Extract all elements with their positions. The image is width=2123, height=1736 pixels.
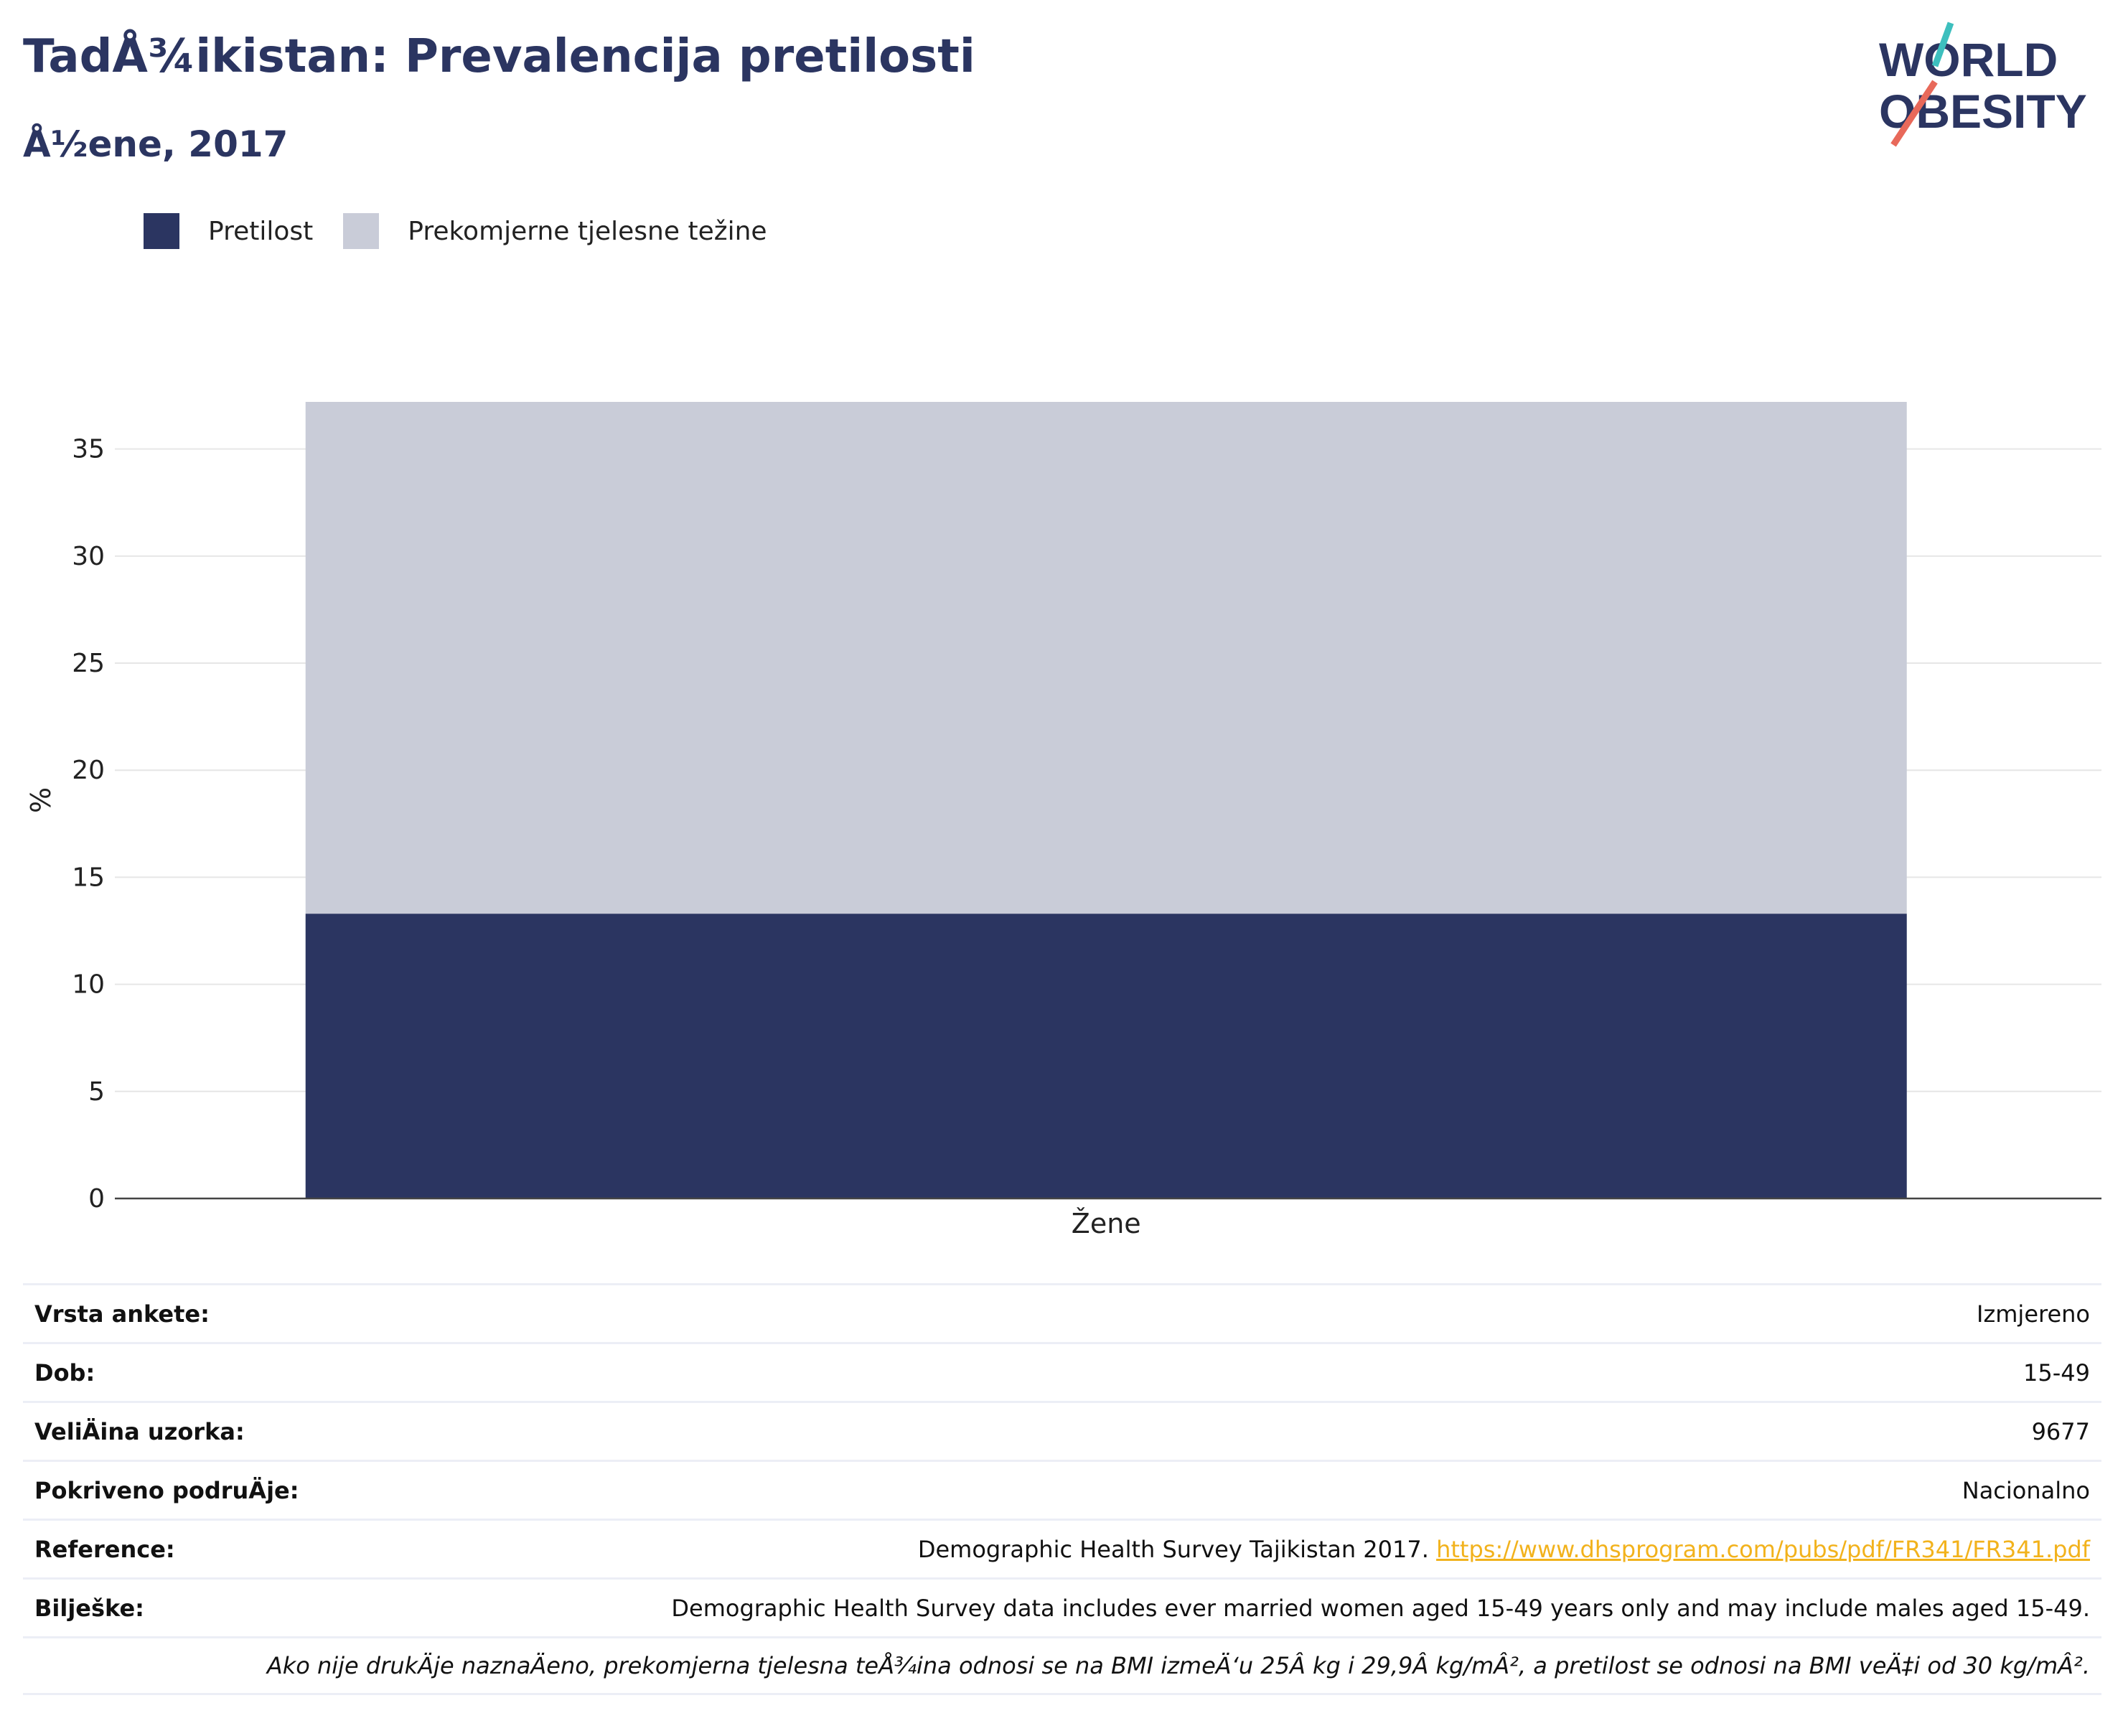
info-value: 9677 xyxy=(2032,1418,2090,1445)
legend-item-obesity[interactable]: Pretilost xyxy=(144,213,313,249)
info-label: Bilješke: xyxy=(34,1595,144,1622)
info-row: Dob: 15-49 xyxy=(23,1342,2101,1401)
legend-swatch-obesity xyxy=(144,213,179,249)
info-note-row: Ako nije drukÄ je naznaÄ eno, prekomjern… xyxy=(23,1636,2101,1695)
y-tick-label: 30 xyxy=(72,542,105,571)
info-value: Nacionalno xyxy=(1962,1477,2090,1504)
y-tick-label: 0 xyxy=(88,1184,105,1214)
logo-line1: WORLD xyxy=(1879,33,2058,86)
info-value: Demographic Health Survey data includes … xyxy=(671,1595,2090,1622)
info-value: Izmjereno xyxy=(1977,1300,2090,1328)
x-tick-label: Žene xyxy=(1072,1208,1141,1239)
info-label: VeliÄ ina uzorka: xyxy=(34,1418,245,1445)
info-row: VeliÄ ina uzorka: 9677 xyxy=(23,1401,2101,1460)
reference-text: Demographic Health Survey Tajikistan 201… xyxy=(918,1536,1429,1563)
legend-swatch-overweight xyxy=(343,213,379,249)
info-value: 15-49 xyxy=(2023,1359,2090,1387)
y-tick-label: 5 xyxy=(88,1077,105,1107)
y-tick-label: 35 xyxy=(72,435,105,464)
logo-line2: OBESITY xyxy=(1879,85,2087,138)
world-obesity-logo: WORLD OBESITY xyxy=(1866,22,2110,151)
info-row: Vrsta ankete: Izmjereno xyxy=(23,1283,2101,1342)
reference-link[interactable]: https://www.dhsprogram.com/pubs/pdf/FR34… xyxy=(1436,1536,2090,1563)
bar-chart: 0 5 10 15 20 25 30 35 Žene% xyxy=(0,344,2123,1249)
info-label: Dob: xyxy=(34,1359,95,1387)
y-tick-label: 25 xyxy=(72,649,105,678)
legend: Pretilost Prekomjerne tjelesne težine xyxy=(144,212,797,250)
legend-item-overweight[interactable]: Prekomjerne tjelesne težine xyxy=(343,213,767,249)
info-row: Pokriveno podruÄ je: Nacionalno xyxy=(23,1460,2101,1519)
info-value-reference: Demographic Health Survey Tajikistan 201… xyxy=(918,1536,2090,1563)
bar-overweight xyxy=(306,402,1907,914)
legend-label-overweight: Prekomjerne tjelesne težine xyxy=(408,217,767,246)
info-table: Vrsta ankete: Izmjereno Dob: 15-49 VeliÄ… xyxy=(23,1283,2101,1695)
y-tick-label: 10 xyxy=(72,970,105,1000)
info-row: Reference: Demographic Health Survey Taj… xyxy=(23,1519,2101,1577)
definition-note: Ako nije drukÄ je naznaÄ eno, prekomjern… xyxy=(34,1652,2090,1679)
bar-obesity xyxy=(306,914,1907,1198)
info-row: Bilješke: Demographic Health Survey data… xyxy=(23,1577,2101,1636)
y-tick-label: 15 xyxy=(72,863,105,892)
y-axis-label: % xyxy=(25,787,57,813)
legend-label-obesity: Pretilost xyxy=(208,217,313,246)
info-label: Reference: xyxy=(34,1536,175,1563)
chart-subtitle: Å½ene, 2017 xyxy=(23,123,288,165)
chart-title: TadÅ¾ikistan: Prevalencija pretilosti xyxy=(23,30,975,83)
info-label: Vrsta ankete: xyxy=(34,1300,210,1328)
info-label: Pokriveno podruÄ je: xyxy=(34,1477,299,1504)
y-tick-label: 20 xyxy=(72,756,105,785)
